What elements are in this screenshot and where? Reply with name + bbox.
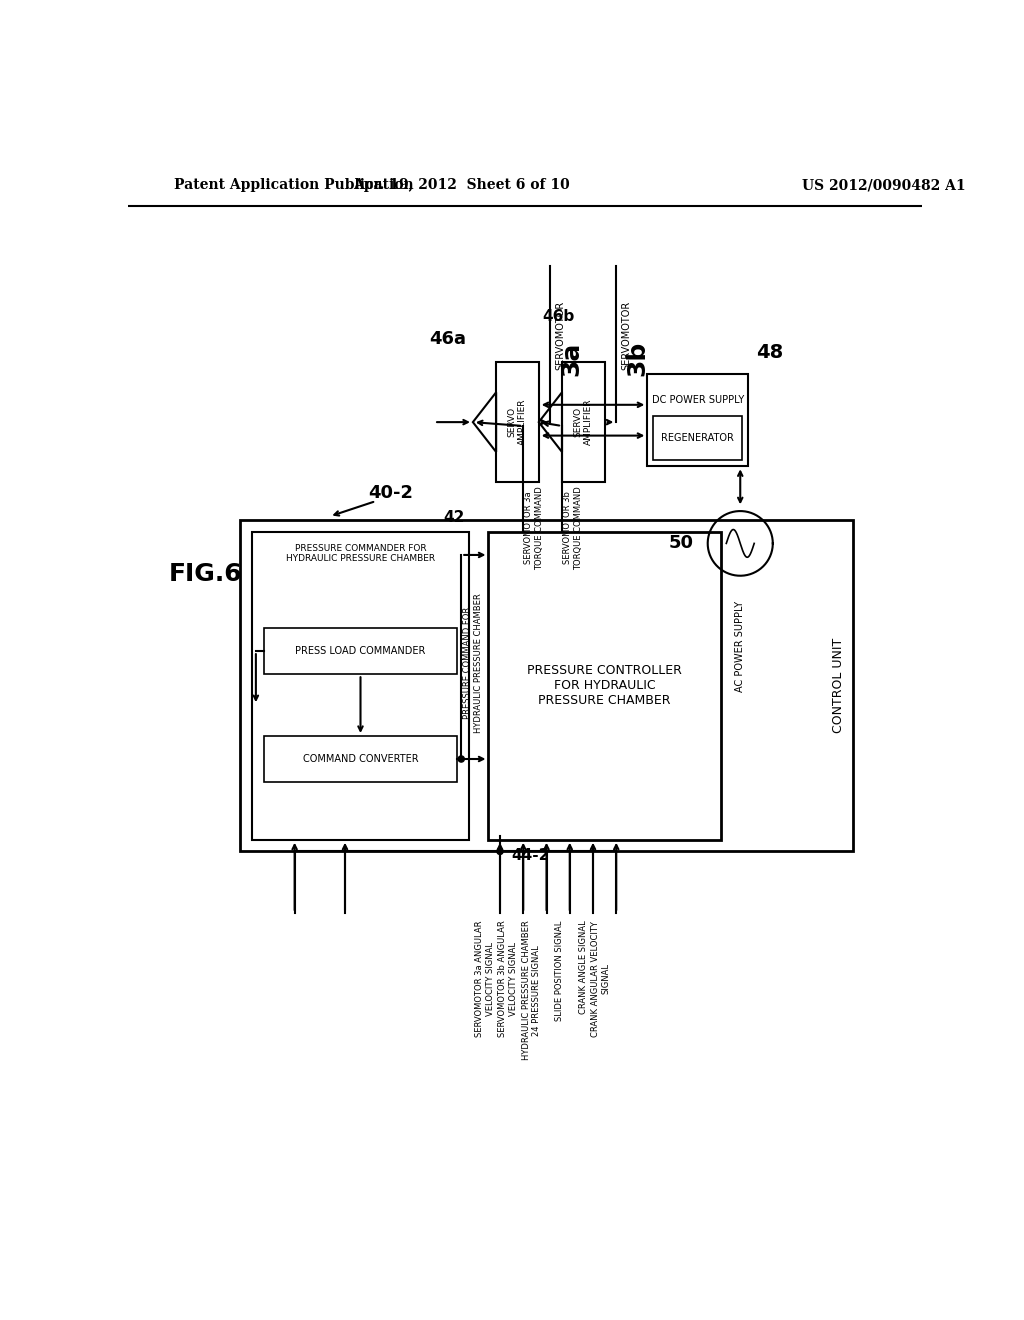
Text: CRANK ANGLE SIGNAL: CRANK ANGLE SIGNAL bbox=[579, 921, 588, 1015]
Bar bbox=[562, 363, 604, 482]
Text: 3b: 3b bbox=[626, 341, 649, 376]
Text: 3a: 3a bbox=[559, 342, 584, 376]
Text: 40-2: 40-2 bbox=[369, 484, 414, 503]
Text: PRESSURE CONTROLLER
FOR HYDRAULIC
PRESSURE CHAMBER: PRESSURE CONTROLLER FOR HYDRAULIC PRESSU… bbox=[527, 664, 682, 708]
Bar bbox=[263, 737, 458, 781]
Text: FIG.6: FIG.6 bbox=[169, 562, 243, 586]
Text: CRANK ANGULAR VELOCITY
SIGNAL: CRANK ANGULAR VELOCITY SIGNAL bbox=[592, 921, 611, 1036]
Text: SERVOMOTOR 3a ANGULAR
VELOCITY SIGNAL: SERVOMOTOR 3a ANGULAR VELOCITY SIGNAL bbox=[475, 921, 495, 1038]
Text: Apr. 19, 2012  Sheet 6 of 10: Apr. 19, 2012 Sheet 6 of 10 bbox=[353, 178, 569, 193]
Text: SERVOMOTOR 3b ANGULAR
VELOCITY SIGNAL: SERVOMOTOR 3b ANGULAR VELOCITY SIGNAL bbox=[499, 921, 518, 1038]
Text: 42: 42 bbox=[443, 511, 465, 525]
Text: SLIDE POSITION SIGNAL: SLIDE POSITION SIGNAL bbox=[555, 921, 564, 1022]
Bar bbox=[488, 532, 721, 840]
Bar bbox=[241, 520, 853, 851]
Text: Patent Application Publication: Patent Application Publication bbox=[174, 178, 414, 193]
Text: COMMAND CONVERTER: COMMAND CONVERTER bbox=[303, 754, 419, 764]
Text: SERVO
AMPLIFIER: SERVO AMPLIFIER bbox=[573, 399, 593, 445]
Text: SERVOMOTOR: SERVOMOTOR bbox=[555, 301, 565, 370]
Text: AC POWER SUPPLY: AC POWER SUPPLY bbox=[735, 601, 745, 692]
Text: PRESSURE COMMAND FOR
HYDRAULIC PRESSURE CHAMBER: PRESSURE COMMAND FOR HYDRAULIC PRESSURE … bbox=[463, 593, 482, 733]
Circle shape bbox=[458, 756, 464, 762]
Text: SERVOMOTOR 3a
TORQUE COMMAND: SERVOMOTOR 3a TORQUE COMMAND bbox=[524, 486, 544, 570]
Bar bbox=[647, 374, 748, 466]
Text: SERVOMOTOR 3b
TORQUE COMMAND: SERVOMOTOR 3b TORQUE COMMAND bbox=[563, 486, 583, 570]
Text: 48: 48 bbox=[756, 343, 783, 362]
Text: PRESSURE COMMANDER FOR
HYDRAULIC PRESSURE CHAMBER: PRESSURE COMMANDER FOR HYDRAULIC PRESSUR… bbox=[286, 544, 435, 564]
Text: 46a: 46a bbox=[430, 330, 467, 348]
Circle shape bbox=[497, 849, 503, 854]
Text: SERVO
AMPLIFIER: SERVO AMPLIFIER bbox=[508, 399, 527, 445]
Text: 50: 50 bbox=[669, 535, 693, 552]
Text: US 2012/0090482 A1: US 2012/0090482 A1 bbox=[802, 178, 966, 193]
Text: PRESS LOAD COMMANDER: PRESS LOAD COMMANDER bbox=[295, 647, 426, 656]
Bar bbox=[653, 416, 741, 461]
Text: REGENERATOR: REGENERATOR bbox=[662, 433, 734, 444]
Bar bbox=[496, 363, 539, 482]
Text: CONTROL UNIT: CONTROL UNIT bbox=[833, 639, 845, 734]
Bar bbox=[263, 628, 458, 675]
Bar bbox=[252, 532, 469, 840]
Text: HYDRAULIC PRESSURE CHAMBER
24 PRESSURE SIGNAL: HYDRAULIC PRESSURE CHAMBER 24 PRESSURE S… bbox=[521, 921, 541, 1060]
Text: DC POWER SUPPLY: DC POWER SUPPLY bbox=[651, 395, 743, 405]
Text: 44-2: 44-2 bbox=[512, 847, 550, 863]
Text: SERVOMOTOR: SERVOMOTOR bbox=[622, 301, 632, 370]
Text: 46b: 46b bbox=[542, 309, 574, 323]
